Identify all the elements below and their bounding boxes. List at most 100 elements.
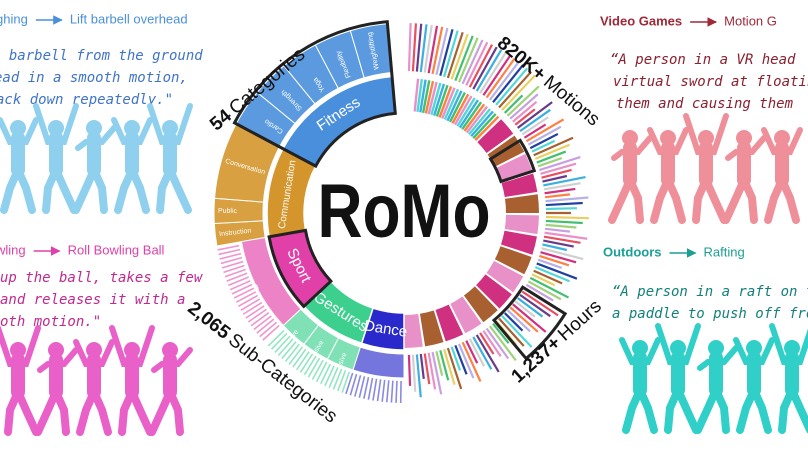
figure-legs — [764, 170, 800, 224]
motion-stripe — [431, 351, 443, 395]
motion-stripe — [395, 380, 398, 403]
motion-stripe — [501, 315, 533, 348]
human-figure — [0, 325, 41, 436]
motion-stripe — [506, 309, 531, 333]
figure-head — [670, 340, 686, 356]
motion-stripe — [519, 293, 551, 318]
figure-arms — [611, 135, 653, 161]
category-name: Dance — [363, 317, 408, 341]
motion-stripe — [533, 136, 574, 157]
motion-stripe — [450, 33, 469, 80]
motion-stripe — [424, 80, 435, 114]
motion-stripe — [235, 291, 257, 303]
motion-stripe — [448, 91, 466, 123]
human-figure — [683, 113, 729, 224]
motion-stripe — [411, 23, 418, 72]
figure-arms — [151, 347, 193, 373]
motion-stripe — [485, 57, 516, 99]
subcategory-name: Ballet — [372, 379, 382, 397]
motion-stripe — [217, 244, 240, 251]
motion-stripe — [443, 30, 459, 78]
motion-stripe — [390, 380, 394, 403]
motion-stripe — [226, 272, 248, 282]
motion-stripe — [219, 252, 242, 260]
quote-line: and releases it with a — [0, 292, 185, 308]
motion-stripe — [537, 157, 563, 168]
figure-arms — [725, 135, 767, 161]
motion-stripe — [536, 262, 578, 280]
stat-number: 2,065 — [184, 298, 235, 344]
human-figure — [694, 340, 739, 434]
motion-stripe — [284, 343, 300, 362]
motion-stripe — [242, 301, 263, 315]
motion-stripe — [540, 162, 577, 175]
motion-stripe — [461, 101, 483, 130]
motion-stripe — [454, 35, 474, 82]
figure-arms — [761, 127, 803, 155]
motion-stripe — [465, 41, 489, 86]
highlight-box — [491, 285, 568, 361]
motion-stripe — [475, 49, 503, 92]
human-figure — [769, 323, 808, 434]
motion-stripe — [416, 79, 424, 113]
motion-stripe — [545, 196, 589, 203]
motion-stripe — [533, 269, 563, 285]
motion-stripe — [307, 357, 321, 378]
motion-stripe — [512, 303, 547, 333]
motion-stripe — [233, 287, 255, 299]
motion-stripe — [517, 101, 553, 129]
figure-legs — [4, 382, 40, 436]
quote-line: “A person in a raft on th — [612, 284, 808, 300]
motion-stripe — [545, 201, 583, 207]
human-figure — [0, 117, 39, 214]
motion-stripe — [479, 332, 495, 355]
motion-stripe — [423, 24, 433, 73]
motion-stripe — [319, 363, 332, 385]
motion-stripe — [256, 318, 275, 334]
subcategory-segment — [504, 214, 539, 235]
figure-head — [10, 342, 26, 358]
motion-stripe — [419, 24, 428, 73]
motion-stripe — [470, 110, 494, 138]
figure-arms — [37, 347, 79, 373]
subcategory-segment — [486, 260, 524, 293]
figure-legs — [0, 160, 36, 214]
left-panels: ghing Lift barbell overhead a barbell from… — [0, 11, 203, 436]
subcategory-segment — [463, 286, 498, 323]
motion-stripe — [231, 283, 253, 295]
motion-stripe — [492, 322, 510, 344]
motion-stripe — [540, 251, 577, 264]
motion-stripe — [453, 95, 473, 126]
motion-stripe — [419, 79, 427, 113]
motion-stripe — [443, 88, 460, 121]
motion-stripe — [541, 168, 572, 179]
motion-stripe — [534, 143, 570, 160]
motion-stripe — [299, 353, 314, 373]
human-figure — [148, 342, 193, 436]
figure-arms — [75, 125, 117, 151]
figure-head — [660, 130, 676, 146]
motion-stripe — [506, 85, 540, 117]
motion-stripe — [224, 268, 247, 278]
wheel-title: RoMo — [317, 168, 490, 253]
motion-stripe — [503, 94, 524, 114]
motion-stripe — [288, 346, 304, 365]
motion-stripe — [512, 100, 538, 123]
motion-stripe — [509, 306, 539, 333]
motion-stripe — [537, 258, 563, 269]
motion-stripe — [341, 371, 351, 393]
figure-head — [48, 342, 64, 358]
motion-stripe — [531, 139, 556, 153]
human-figure — [761, 127, 803, 224]
motion-stripe — [270, 332, 288, 350]
figure-arms — [733, 337, 775, 365]
motion-stripe — [446, 347, 463, 390]
highlight-box — [488, 138, 537, 184]
figure-legs — [76, 382, 112, 436]
figure-head — [708, 340, 724, 356]
motion-stripe — [419, 353, 425, 379]
figure-legs — [156, 160, 192, 214]
motion-stripe — [514, 108, 536, 126]
motion-stripe — [427, 25, 439, 74]
